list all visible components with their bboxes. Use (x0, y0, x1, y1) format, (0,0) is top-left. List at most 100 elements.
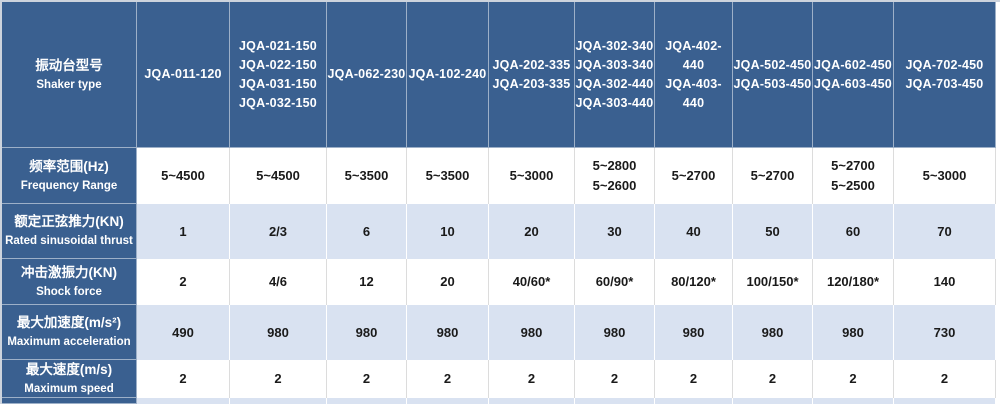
model-name: JQA-202-335 (492, 57, 571, 72)
spec-value: 490 (172, 324, 194, 340)
spec-cell: 10 (407, 204, 489, 259)
model-header-cell: JQA-202-335 JQA-203-335 (489, 2, 575, 148)
spec-value: 730 (933, 324, 956, 340)
spec-cell: 40 (655, 204, 733, 259)
spec-value: 980 (520, 324, 543, 340)
spec-value: 980 (436, 324, 459, 340)
spec-cell: 980 (230, 305, 327, 360)
model-name: JQA-102-240 (408, 67, 487, 81)
row-label-en: Rated sinusoidal thrust (5, 235, 133, 247)
model-name: JQA-032-150 (239, 95, 317, 110)
spec-cell: 2 (230, 360, 327, 398)
spec-cell (137, 398, 230, 404)
spec-cell: 5~3000 (894, 148, 996, 204)
spec-cell: 6 (327, 204, 407, 259)
model-header-cell: JQA-602-450 JQA-603-450 (813, 2, 894, 148)
spec-cell: 2 (407, 360, 489, 398)
spec-cell: 2 (137, 360, 230, 398)
spec-cell (230, 398, 327, 404)
model-header-cell: JQA-062-230 (327, 2, 407, 148)
spec-value: 2 (610, 371, 619, 386)
spec-value: 2 (940, 371, 949, 386)
model-name: JQA-703-450 (905, 76, 984, 91)
row-label-cn: 冲击激振力(KN) (21, 264, 117, 280)
spec-value: 5~3500 (344, 168, 389, 183)
spec-cell: 5~3500 (327, 148, 407, 204)
spec-value: 5~4500 (256, 168, 300, 183)
spec-value: 2 (179, 371, 187, 386)
spec-value: 2/3 (268, 223, 288, 239)
spec-value: 5~2500 (831, 178, 875, 193)
spec-cell: 2 (575, 360, 655, 398)
spec-value: 5~2600 (592, 178, 637, 193)
spec-value: 12 (359, 274, 374, 289)
spec-cell (327, 398, 407, 404)
row-label-en: Maximum acceleration (7, 336, 131, 348)
table-row: 频率范围(Hz) Frequency Range 5~4500 5~4500 5~350… (2, 148, 1000, 204)
table-row: 最大速度(m/s) Maximum speed 2 2 2 2 2 2 2 2 2 2 (2, 360, 1000, 398)
model-name: JQA-702-450 (905, 57, 984, 72)
row-label-en: Frequency Range (20, 179, 118, 192)
spec-value: 2 (689, 371, 698, 386)
spec-cell: 5~2700 (733, 148, 813, 204)
model-name: JQA-402-440 (665, 38, 722, 72)
spec-cell: 20 (407, 259, 489, 305)
partial-row (2, 398, 1000, 404)
spec-cell: 5~3500 (407, 148, 489, 204)
row-label-en: Shaker type (36, 78, 102, 91)
spec-cell: 5~2700 5~2500 (813, 148, 894, 204)
spec-cell: 1 (137, 204, 230, 259)
spec-value: 6 (362, 223, 371, 239)
table-row: 最大加速度(m/s²) Maximum acceleration 490 980 980… (2, 305, 1000, 360)
spec-cell: 12 (327, 259, 407, 305)
spec-value: 60/90* (595, 274, 634, 289)
model-name: JQA-031-150 (239, 76, 317, 91)
spec-cell: 980 (489, 305, 575, 360)
spec-value: 2 (274, 371, 282, 386)
model-name: JQA-502-450 (733, 57, 812, 72)
spec-cell (575, 398, 655, 404)
model-name: JQA-302-340 (575, 38, 654, 53)
spec-value: 2 (527, 371, 536, 386)
row-label-en: Shock force (36, 285, 102, 298)
row-label-shaker-type: 振动台型号 Shaker type (2, 2, 137, 148)
model-name: JQA-303-440 (575, 95, 654, 110)
spec-value: 5~2700 (831, 158, 875, 173)
spec-cell: 2 (813, 360, 894, 398)
model-header-cell: JQA-021-150 JQA-022-150 JQA-031-150 JQA-032… (230, 2, 327, 148)
row-label: 额定正弦推力(KN) Rated sinusoidal thrust (2, 204, 137, 259)
row-label: 最大加速度(m/s²) Maximum acceleration (2, 305, 137, 360)
spec-value: 980 (761, 324, 784, 340)
model-header-cell: JQA-011-120 (137, 2, 230, 148)
row-label-cn: 最大速度(m/s) (25, 361, 113, 377)
spec-cell: 5~4500 (137, 148, 230, 204)
spec-value: 2 (362, 371, 371, 386)
model-name: JQA-062-230 (327, 67, 406, 81)
spec-value: 980 (603, 324, 626, 340)
spec-cell: 2 (137, 259, 230, 305)
spec-value: 140 (933, 274, 956, 289)
spec-cell: 60/90* (575, 259, 655, 305)
row-label-cn: 额定正弦推力(KN) (14, 214, 124, 229)
spec-value: 100/150* (746, 274, 799, 289)
spec-cell: 70 (894, 204, 996, 259)
spec-cell: 2 (894, 360, 996, 398)
spec-cell: 2 (489, 360, 575, 398)
model-name: JQA-203-335 (492, 76, 571, 91)
spec-cell: 490 (137, 305, 230, 360)
spec-cell: 80/120* (655, 259, 733, 305)
row-label-cn: 频率范围(Hz) (29, 158, 109, 174)
spec-cell: 980 (575, 305, 655, 360)
spec-value: 5~3000 (509, 168, 554, 183)
spec-value: 5~2700 (671, 168, 716, 183)
spec-value: 20 (440, 274, 455, 289)
spec-value: 980 (267, 324, 289, 340)
table-row: 额定正弦推力(KN) Rated sinusoidal thrust 1 2/3 6 10… (2, 204, 1000, 259)
spec-cell: 5~2800 5~2600 (575, 148, 655, 204)
spec-value: 1 (179, 223, 187, 239)
spec-value: 50 (765, 223, 780, 239)
spec-cell: 2 (733, 360, 813, 398)
spec-cell: 120/180* (813, 259, 894, 305)
spec-cell (813, 398, 894, 404)
row-label-cn: 最大加速度(m/s²) (16, 315, 122, 330)
